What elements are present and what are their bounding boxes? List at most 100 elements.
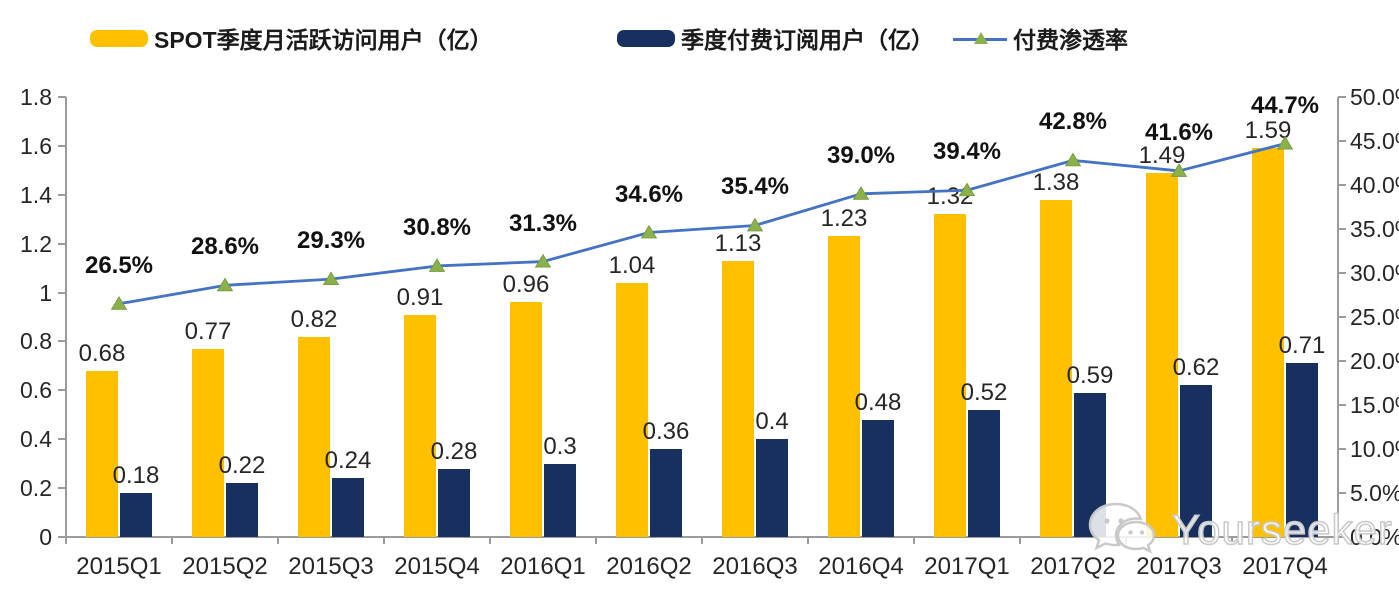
y-tick-right [1338,96,1346,98]
bar-mau [404,314,436,537]
bar-label-mau: 0.77 [184,317,232,345]
bar-mau [298,336,330,537]
bar-subs [862,419,894,537]
x-axis-label: 2016Q2 [606,553,692,580]
x-axis-label: 2016Q4 [818,553,904,580]
x-axis-label: 2016Q3 [712,553,798,580]
y-axis-label-left: 0.4 [20,426,52,453]
y-axis-label-left: 1.4 [20,181,52,208]
penetration-label: 42.8% [1038,108,1108,136]
y-tick-right [1338,316,1346,318]
triangle-marker-icon [322,271,340,286]
x-tick [1337,537,1339,544]
y-tick-left [58,389,66,392]
x-tick [1231,537,1233,544]
penetration-label: 34.6% [614,180,684,208]
bar-subs [756,439,788,537]
y-axis-label-right: 35.0% [1350,216,1399,242]
bar-label-subs: 0.4 [755,408,789,436]
triangle-marker-icon [216,277,234,292]
penetration-label: 26.5% [84,251,154,279]
bar-mau [510,302,542,537]
legend-item-penetration: 付费渗透率 [953,21,1128,55]
bar-mau [934,214,966,537]
x-tick [913,537,915,544]
y-tick-right [1338,228,1346,230]
mau-bar-swatch [90,29,148,47]
y-axis-label-left: 1 [39,279,52,306]
y-tick-left [58,291,66,294]
bar-label-mau: 0.96 [502,271,550,299]
x-axis-label: 2017Q2 [1030,553,1116,580]
legend-label-subs: 季度付费订阅用户（亿） [681,27,934,53]
y-axis-label-right: 40.0% [1350,172,1399,198]
bar-label-mau: 1.23 [820,205,868,233]
x-tick [701,537,703,544]
y-axis-label-right: 50.0% [1350,84,1399,110]
y-tick-left [58,193,66,196]
y-axis-label-right: 15.0% [1350,392,1399,418]
legend-label-penetration: 付费渗透率 [1013,27,1128,53]
y-axis-label-left: 1.6 [20,132,52,159]
penetration-label: 39.4% [932,138,1002,166]
y-tick-left [58,242,66,245]
bar-mau [616,282,648,537]
legend-item-subs: 季度付费订阅用户（亿） [617,21,934,55]
bar-label-subs: 0.36 [642,418,690,445]
bar-subs [1180,385,1212,537]
x-tick [65,537,67,544]
y-axis-label-left: 0 [39,524,52,550]
bar-mau [86,370,118,537]
bar-subs [968,409,1000,537]
bar-label-subs: 0.48 [854,388,902,416]
y-tick-left [58,487,66,490]
penetration-label: 31.3% [508,209,578,237]
bar-subs [650,449,682,537]
bar-label-subs: 0.24 [324,447,372,475]
bar-label-subs: 0.59 [1066,361,1114,389]
x-tick [171,537,173,544]
y-axis-label-right: 10.0% [1350,436,1399,462]
bar-label-mau: 1.04 [608,251,656,279]
y-axis-label-right: 20.0% [1350,348,1399,374]
x-tick [277,537,279,544]
x-tick [1125,537,1127,544]
y-axis-left [65,97,67,537]
bar-subs [438,468,470,537]
triangle-marker-icon [1064,152,1082,167]
penetration-label: 35.4% [720,173,790,201]
bar-label-mau: 0.68 [78,339,126,367]
x-tick [489,537,491,544]
x-axis-label: 2017Q3 [1136,553,1222,580]
bar-subs [226,483,258,537]
penetration-label: 29.3% [296,227,366,255]
y-tick-left [58,340,66,343]
bar-label-mau: 0.82 [290,305,338,333]
y-tick-right [1338,140,1346,142]
bar-label-mau: 1.38 [1032,168,1080,196]
bar-mau [192,348,224,537]
triangle-marker-icon [428,258,446,272]
triangle-marker-icon [110,296,128,310]
x-tick [1019,537,1021,544]
bar-subs [544,463,576,537]
y-tick-right [1338,448,1346,450]
bar-label-subs: 0.3 [543,432,577,460]
bar-label-subs: 0.71 [1278,332,1326,360]
y-axis-label-right: 0.0% [1350,524,1399,550]
penetration-label: 28.6% [190,233,260,261]
bar-label-mau: 1.13 [714,229,762,257]
x-axis-label: 2017Q1 [924,553,1010,580]
y-axis-label-right: 30.0% [1350,260,1399,286]
y-axis-label-left: 1.2 [20,230,52,257]
bar-label-mau: 1.32 [926,183,974,211]
y-axis-label-right: 25.0% [1350,304,1399,330]
y-tick-left [58,438,66,441]
y-axis-label-right: 5.0% [1350,480,1399,506]
x-axis-label: 2015Q1 [76,553,162,580]
triangle-marker-icon [534,253,552,268]
triangle-marker-icon [640,224,658,239]
penetration-label: 41.6% [1144,118,1214,146]
line-marker-swatch [953,30,1007,47]
